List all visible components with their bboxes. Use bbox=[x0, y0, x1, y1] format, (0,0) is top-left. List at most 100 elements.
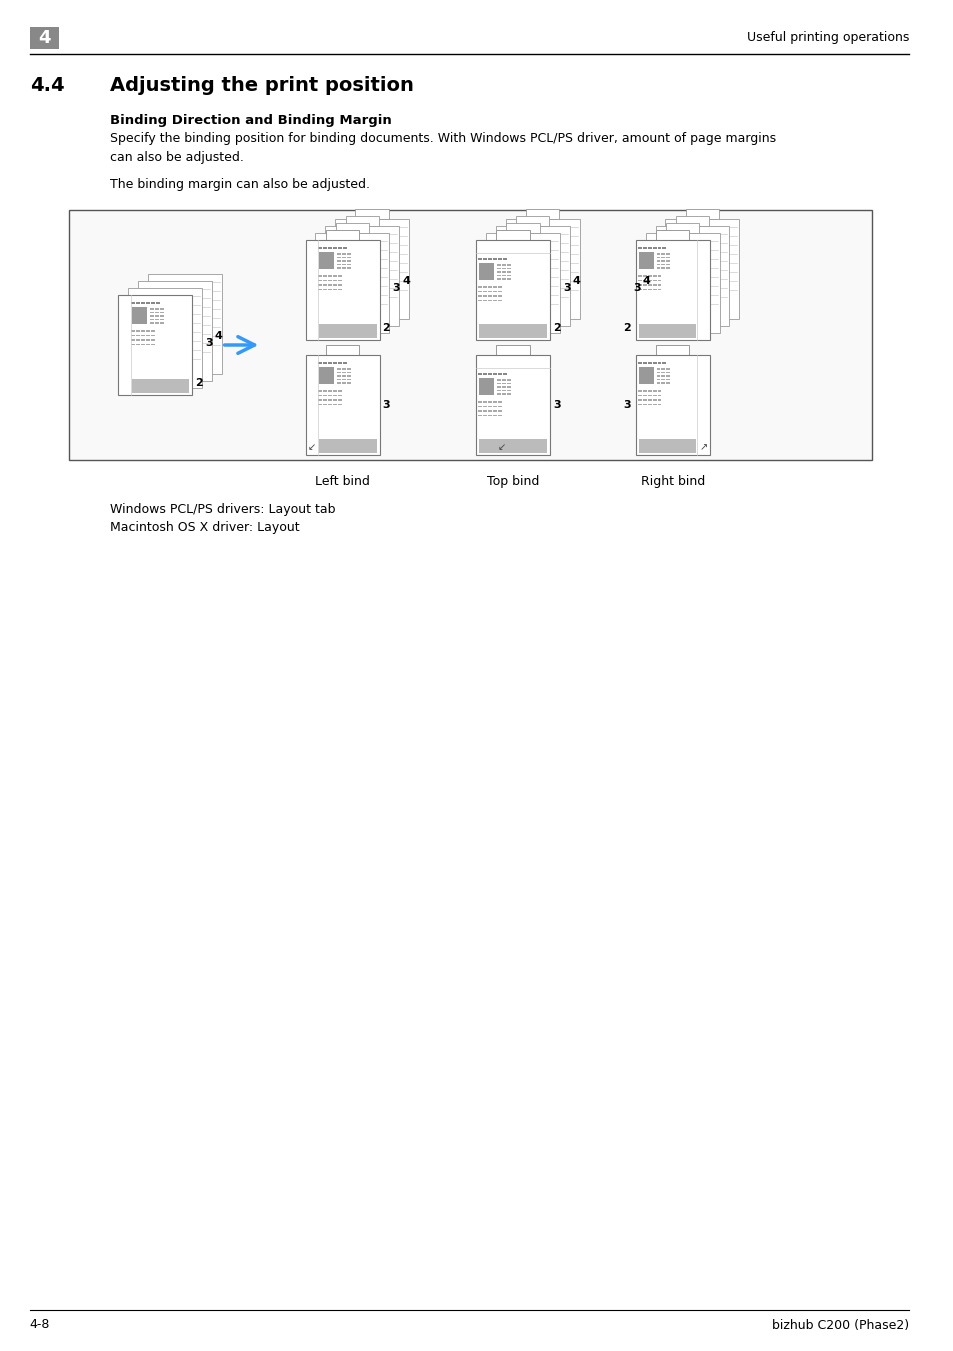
Bar bbox=[482, 286, 486, 288]
Bar bbox=[478, 439, 546, 453]
Bar bbox=[642, 289, 646, 290]
Bar bbox=[647, 394, 651, 396]
Bar bbox=[477, 409, 481, 412]
Bar bbox=[328, 276, 332, 277]
Bar bbox=[501, 382, 505, 384]
Bar bbox=[478, 263, 494, 280]
Bar bbox=[496, 230, 529, 240]
Text: 3: 3 bbox=[392, 282, 399, 293]
Bar bbox=[477, 258, 481, 259]
Text: 4: 4 bbox=[38, 28, 51, 47]
Bar bbox=[482, 401, 486, 403]
Bar bbox=[131, 343, 135, 345]
Bar bbox=[345, 216, 378, 226]
Bar bbox=[647, 362, 651, 363]
Bar bbox=[342, 367, 346, 370]
Bar bbox=[639, 367, 653, 384]
Bar bbox=[647, 276, 651, 277]
Bar bbox=[656, 267, 659, 269]
Bar bbox=[328, 280, 332, 281]
Bar bbox=[497, 401, 501, 403]
Bar bbox=[506, 380, 510, 381]
FancyArrowPatch shape bbox=[224, 336, 254, 354]
Text: 3: 3 bbox=[382, 400, 390, 409]
Bar bbox=[336, 376, 341, 377]
Bar bbox=[131, 330, 135, 331]
Bar bbox=[635, 240, 709, 340]
Bar bbox=[333, 280, 336, 281]
Bar bbox=[639, 253, 653, 269]
Bar bbox=[315, 232, 389, 332]
Bar bbox=[477, 286, 481, 288]
Bar bbox=[318, 362, 322, 363]
Bar bbox=[333, 362, 336, 363]
Text: bizhub C200 (Phase2): bizhub C200 (Phase2) bbox=[771, 1319, 908, 1332]
Bar bbox=[666, 367, 670, 370]
Bar bbox=[138, 281, 212, 381]
Bar bbox=[141, 339, 145, 340]
Bar bbox=[642, 394, 646, 396]
Bar bbox=[657, 284, 660, 285]
Text: ↗: ↗ bbox=[699, 442, 707, 453]
Bar bbox=[482, 290, 486, 292]
Bar bbox=[342, 376, 346, 377]
Bar bbox=[323, 289, 327, 290]
Bar bbox=[141, 343, 145, 345]
Bar bbox=[642, 399, 646, 400]
Bar bbox=[666, 382, 670, 384]
Bar bbox=[656, 376, 659, 377]
Bar bbox=[660, 259, 664, 262]
Bar bbox=[497, 386, 500, 388]
Bar bbox=[337, 362, 342, 363]
Bar bbox=[477, 300, 481, 301]
Bar bbox=[328, 399, 332, 400]
Bar bbox=[347, 259, 351, 262]
Bar bbox=[657, 394, 660, 396]
Text: Right bind: Right bind bbox=[640, 476, 704, 488]
Bar bbox=[639, 324, 696, 338]
Bar bbox=[336, 372, 341, 373]
Bar bbox=[656, 230, 689, 240]
Bar bbox=[336, 267, 341, 269]
Bar bbox=[318, 390, 322, 392]
Bar bbox=[487, 290, 492, 292]
Bar bbox=[501, 263, 505, 266]
Bar bbox=[656, 372, 659, 373]
Bar bbox=[642, 362, 646, 363]
Bar bbox=[146, 339, 150, 340]
Bar bbox=[657, 276, 660, 277]
Bar bbox=[347, 253, 351, 254]
Bar bbox=[335, 223, 369, 232]
Text: Adjusting the print position: Adjusting the print position bbox=[111, 76, 414, 95]
Bar bbox=[118, 295, 192, 394]
Bar bbox=[656, 257, 659, 258]
Bar bbox=[482, 409, 486, 412]
Bar bbox=[154, 312, 158, 313]
Text: The binding margin can also be adjusted.: The binding margin can also be adjusted. bbox=[111, 178, 370, 190]
Bar bbox=[333, 284, 336, 285]
Bar bbox=[323, 362, 327, 363]
Bar bbox=[665, 223, 699, 232]
Bar bbox=[150, 312, 153, 313]
Bar bbox=[647, 280, 651, 281]
Bar bbox=[638, 399, 641, 400]
Bar bbox=[685, 209, 719, 219]
Bar bbox=[506, 267, 510, 269]
Bar bbox=[482, 295, 486, 296]
Bar bbox=[337, 276, 342, 277]
Bar bbox=[151, 335, 154, 336]
Bar bbox=[493, 295, 497, 296]
Bar bbox=[502, 373, 506, 376]
Bar bbox=[660, 257, 664, 258]
Bar bbox=[342, 372, 346, 373]
Bar bbox=[151, 339, 154, 340]
Bar bbox=[497, 409, 501, 412]
Bar bbox=[497, 286, 501, 288]
Bar bbox=[318, 404, 322, 405]
Bar bbox=[638, 404, 641, 405]
Bar bbox=[652, 280, 656, 281]
Bar bbox=[497, 278, 500, 280]
Bar bbox=[656, 253, 659, 254]
Bar bbox=[328, 289, 332, 290]
Bar bbox=[638, 394, 641, 396]
